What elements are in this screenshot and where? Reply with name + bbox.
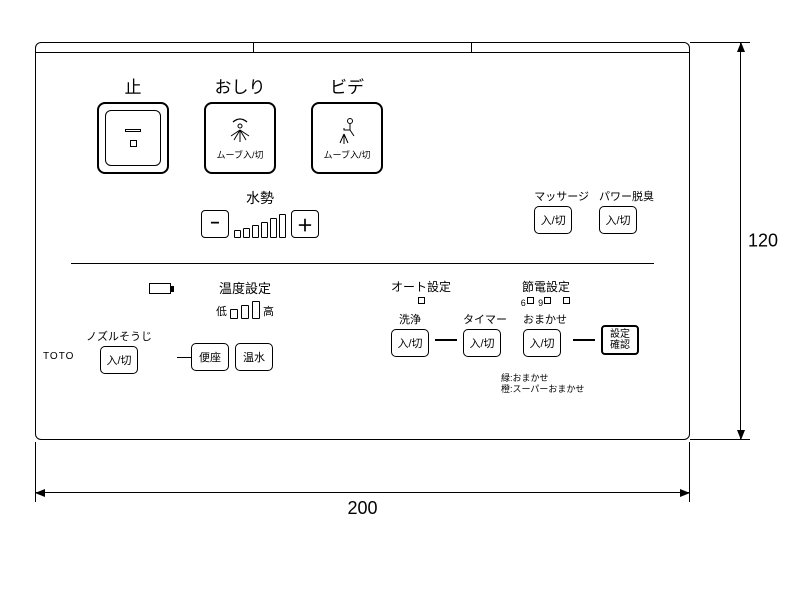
massage-group: マッサージ 入/切 xyxy=(534,188,589,234)
pressure-bars xyxy=(232,210,288,238)
eco-timer-button[interactable]: 入/切 xyxy=(463,329,501,357)
top-groove-lines xyxy=(36,43,689,53)
bidet-group: ビデ ムーブ入/切 xyxy=(311,73,383,174)
auto-indicator-icon xyxy=(418,297,425,304)
pressure-group: 水勢 − ＋ xyxy=(201,188,319,238)
link-line-seat xyxy=(177,357,191,358)
dimension-height-value: 120 xyxy=(748,231,778,252)
massage-button[interactable]: 入/切 xyxy=(534,206,572,234)
bidet-label: ビデ xyxy=(311,73,383,98)
temp-low-label: 低 xyxy=(216,303,227,319)
rear-move-label: ムーブ入/切 xyxy=(217,148,264,161)
eco-9-indicator-icon xyxy=(544,297,551,304)
battery-icon xyxy=(149,283,171,294)
rear-wash-icon xyxy=(223,116,257,146)
temp-high-label: 高 xyxy=(263,303,274,319)
rear-wash-button[interactable]: ムーブ入/切 xyxy=(204,102,276,174)
panel-content: 止 おしり xyxy=(71,73,654,409)
omakase-col-label: おまかせ xyxy=(523,311,567,327)
pressure-title: 水勢 xyxy=(201,188,319,208)
auto-header: オート設定 xyxy=(391,280,451,294)
eco-omakase-indicator-icon xyxy=(563,297,570,304)
eco-header: 節電設定 xyxy=(522,280,570,294)
deodorize-button[interactable]: 入/切 xyxy=(599,206,637,234)
dimension-width: 200 xyxy=(35,492,690,493)
dimension-height: 120 xyxy=(740,42,741,440)
confirm-col-spacer xyxy=(601,311,639,323)
remote-panel-outline: 止 おしり xyxy=(35,42,690,440)
section-divider xyxy=(71,263,654,264)
stop-inner-icon xyxy=(105,110,161,166)
pressure-plus-button[interactable]: ＋ xyxy=(291,210,319,238)
omakase-footnote: 緑:おまかせ 橙:スーパーおまかせ xyxy=(501,373,584,395)
nozzle-clean-label: ノズルそうじ xyxy=(86,328,152,344)
nozzle-clean-section: ノズルそうじ 入/切 xyxy=(86,328,152,374)
omakase-note-2: 橙:スーパーおまかせ xyxy=(501,384,584,395)
bidet-move-label: ムーブ入/切 xyxy=(324,148,371,161)
auto-wash-button[interactable]: 入/切 xyxy=(391,329,429,357)
massage-label: マッサージ xyxy=(534,188,589,204)
stop-group: 止 xyxy=(97,73,169,174)
pressure-minus-button[interactable]: − xyxy=(201,210,229,238)
brand-label: TOTO xyxy=(43,351,74,362)
stop-label: 止 xyxy=(97,73,169,98)
bidet-button[interactable]: ムーブ入/切 xyxy=(311,102,383,174)
link-line-1 xyxy=(435,339,457,341)
settings-confirm-button[interactable]: 設定 確認 xyxy=(601,325,639,355)
dimension-width-value: 200 xyxy=(347,498,377,519)
seat-temp-button[interactable]: 便座 xyxy=(191,343,229,371)
temp-bars xyxy=(230,301,260,319)
eco-6-indicator-icon xyxy=(527,297,534,304)
right-top-group: マッサージ 入/切 パワー脱臭 入/切 xyxy=(534,188,654,234)
temperature-section: 温度設定 低 高 xyxy=(216,278,274,319)
eco-9-label: 9 xyxy=(538,298,543,308)
seat-warm-row: 便座 温水 xyxy=(191,343,273,371)
eco-omakase-button[interactable]: 入/切 xyxy=(523,329,561,357)
main-buttons-row: 止 おしり xyxy=(97,73,383,174)
link-line-2 xyxy=(573,339,595,341)
auto-eco-section: オート設定 節電設定 6 9 洗浄 入/切 タイマー 入/ xyxy=(391,278,639,357)
stop-button[interactable] xyxy=(97,102,169,174)
temperature-title: 温度設定 xyxy=(216,278,274,297)
timer-col-label: タイマー xyxy=(463,311,507,327)
rear-label: おしり xyxy=(204,73,276,98)
deodorize-label: パワー脱臭 xyxy=(599,188,654,204)
rear-group: おしり ムーブ入/切 xyxy=(204,73,276,174)
bidet-icon xyxy=(330,116,364,146)
nozzle-clean-button[interactable]: 入/切 xyxy=(100,346,138,374)
warm-water-button[interactable]: 温水 xyxy=(235,343,273,371)
wash-col-label: 洗浄 xyxy=(391,311,429,327)
deodorize-group: パワー脱臭 入/切 xyxy=(599,188,654,234)
omakase-note-1: 緑:おまかせ xyxy=(501,373,584,384)
eco-6-label: 6 xyxy=(521,298,526,308)
